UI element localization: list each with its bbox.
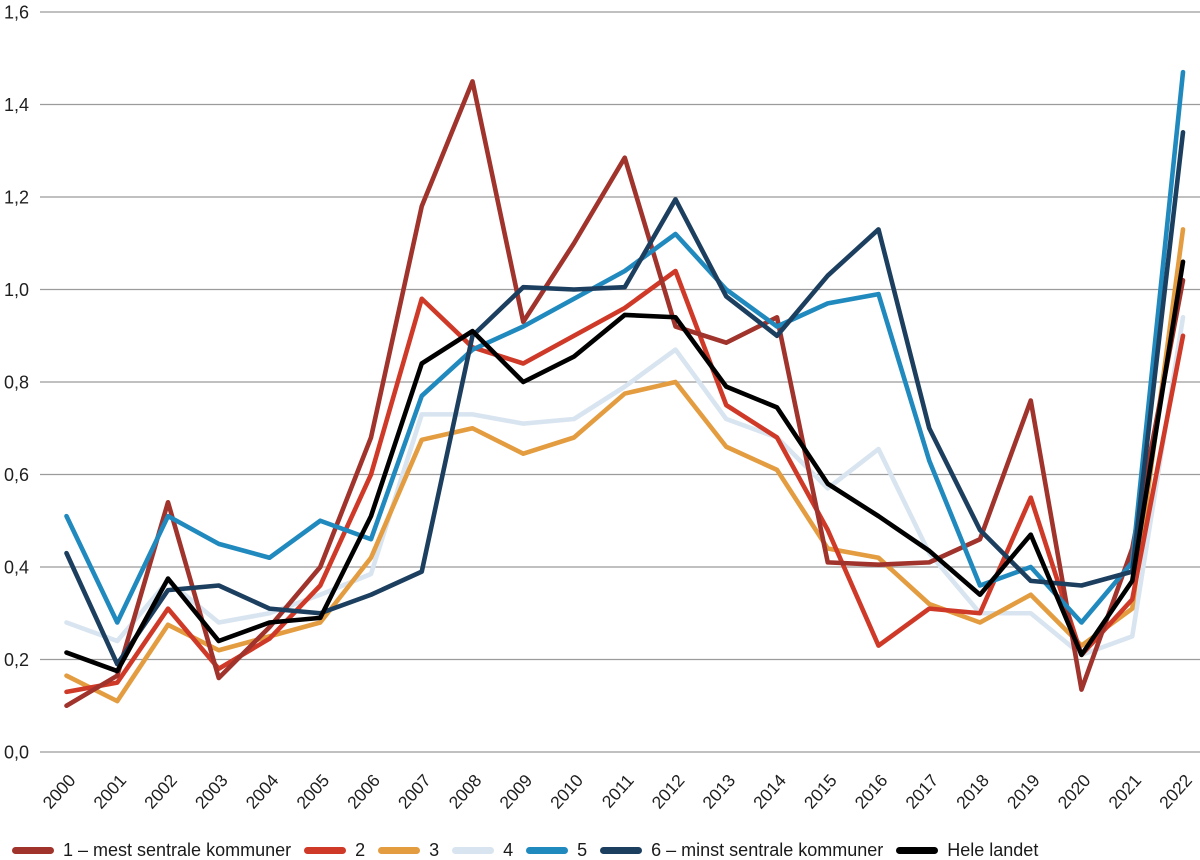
y-tick-label: 0,8 bbox=[4, 373, 29, 393]
legend-swatch-icon bbox=[304, 846, 347, 854]
legend-item-4: 4 bbox=[452, 840, 513, 860]
y-tick-label: 1,6 bbox=[4, 3, 29, 23]
x-tick-label: 2020 bbox=[1054, 770, 1095, 813]
x-tick-label: 2011 bbox=[598, 770, 638, 811]
legend-swatch-icon bbox=[526, 846, 569, 854]
series-line-7 bbox=[64, 259, 1186, 674]
legend-item-7: Hele landet bbox=[896, 840, 1038, 860]
x-tick-label: 2014 bbox=[749, 770, 790, 813]
x-tick-label: 2013 bbox=[698, 770, 739, 812]
y-tick-label: 0,0 bbox=[4, 743, 29, 763]
x-tick-label: 2018 bbox=[952, 770, 993, 812]
x-tick-label: 2001 bbox=[89, 770, 130, 812]
legend-swatch-icon bbox=[378, 846, 421, 854]
y-tick-label: 1,0 bbox=[4, 280, 29, 300]
x-tick-label: 2010 bbox=[546, 770, 587, 813]
x-tick-label: 2002 bbox=[140, 770, 181, 812]
legend-swatch-icon bbox=[600, 846, 643, 854]
x-tick-label: 2009 bbox=[495, 770, 536, 812]
y-tick-label: 1,2 bbox=[4, 188, 29, 208]
x-tick-label: 2008 bbox=[445, 770, 486, 812]
legend-swatch-icon bbox=[896, 846, 939, 854]
y-tick-label: 0,6 bbox=[4, 465, 29, 485]
legend-item-5: 5 bbox=[526, 840, 587, 860]
legend-label: 1 – mest sentrale kommuner bbox=[63, 839, 292, 860]
series-line-1 bbox=[64, 79, 1186, 709]
legend-label: Hele landet bbox=[947, 839, 1039, 860]
x-tick-label: 2007 bbox=[394, 770, 435, 812]
legend-label: 2 bbox=[355, 839, 366, 860]
x-tick-label: 2003 bbox=[191, 770, 232, 812]
x-tick-label: 2015 bbox=[800, 770, 841, 812]
x-tick-label: 2004 bbox=[242, 770, 283, 813]
x-tick-label: 2019 bbox=[1003, 770, 1044, 812]
legend-item-2: 2 bbox=[304, 840, 365, 860]
x-tick-label: 2006 bbox=[343, 770, 384, 812]
series-line-3 bbox=[64, 227, 1186, 704]
x-tick-label: 2016 bbox=[851, 770, 892, 812]
x-tick-label: 2022 bbox=[1155, 770, 1196, 812]
legend-item-3: 3 bbox=[378, 840, 439, 860]
series-line-5 bbox=[64, 69, 1186, 625]
legend-label: 3 bbox=[429, 839, 440, 860]
legend-label: 6 – minst sentrale kommuner bbox=[651, 839, 884, 860]
legend-swatch-icon bbox=[452, 846, 495, 854]
legend-label: 5 bbox=[577, 839, 588, 860]
x-tick-label: 2021 bbox=[1104, 770, 1145, 812]
legend-label: 4 bbox=[503, 839, 514, 860]
y-tick-label: 0,2 bbox=[4, 650, 29, 670]
x-tick-label: 2017 bbox=[901, 770, 942, 812]
x-tick-label: 2012 bbox=[648, 770, 689, 812]
y-tick-label: 0,4 bbox=[4, 558, 29, 578]
legend-item-1: 1 – mest sentrale kommuner bbox=[12, 840, 291, 860]
legend-swatch-icon bbox=[12, 846, 54, 854]
series-line-2 bbox=[64, 268, 1186, 695]
x-tick-label: 2000 bbox=[39, 770, 80, 813]
y-tick-label: 1,4 bbox=[4, 95, 29, 115]
x-tick-label: 2005 bbox=[292, 770, 333, 812]
series-line-6 bbox=[64, 129, 1186, 667]
legend-item-6: 6 – minst sentrale kommuner bbox=[600, 840, 883, 860]
legend: 1 – mest sentrale kommuner 2 3 4 5 6 – minst … bbox=[12, 840, 1192, 860]
